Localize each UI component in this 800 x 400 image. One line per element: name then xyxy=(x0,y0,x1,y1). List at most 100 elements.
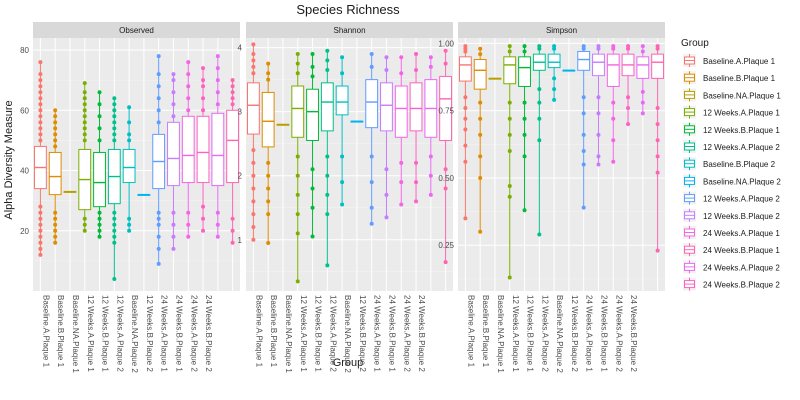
box-9 xyxy=(152,54,166,266)
box-13 xyxy=(636,44,650,116)
legend-item: 12 Weeks.A.Plaque 2 xyxy=(683,140,780,153)
x-tick-label: Baseline.A.Plaque 1 xyxy=(466,295,475,368)
box-body xyxy=(518,56,531,87)
facet-strip-label: Simpson xyxy=(546,26,577,35)
x-tick-label: Baseline.A.Plaque 1 xyxy=(41,295,50,368)
x-tick-label: Baseline.NA.Plaque 2 xyxy=(343,295,352,373)
legend-label: 24 Weeks.A.Plaque 1 xyxy=(703,229,780,238)
box-8 xyxy=(350,120,364,123)
panels-layer: Observed 20 40 60 80 Baseline.A.Plaque 1 Basel… xyxy=(20,22,665,373)
box-5 xyxy=(518,44,531,213)
legend-item: 12 Weeks.A.Plaque 2 xyxy=(683,191,780,205)
y-tick-label: 20 xyxy=(20,227,29,236)
x-tick-label: Baseline.B.Plaque 1 xyxy=(56,295,65,368)
x-tick-label: 24 Weeks.A.Plaque 2 xyxy=(402,295,411,372)
y-tick-label: 0.75 xyxy=(438,107,454,116)
legend-item: Baseline.NA.Plaque 2 xyxy=(683,174,781,188)
box-body xyxy=(439,75,453,141)
facet-strip-label: Shannon xyxy=(333,26,365,35)
x-tick-label: 24 Weeks.A.Plaque 2 xyxy=(614,295,623,372)
x-tick-label: Baseline.B.Plaque 1 xyxy=(269,295,278,368)
box-3 xyxy=(63,190,77,193)
facet-strip xyxy=(246,22,453,38)
y-tick-label: 3 xyxy=(238,108,243,117)
box-body xyxy=(577,50,591,71)
chart-title: Species Richness xyxy=(296,2,400,17)
x-tick-label: 24 Weeks.B.Plaque 2 xyxy=(629,295,638,372)
box-7 xyxy=(335,55,349,207)
y-axis-title: Alpha Diversity Measure xyxy=(3,100,15,219)
legend-label: 24 Weeks.B.Plaque 2 xyxy=(703,281,780,290)
box-body xyxy=(226,109,240,184)
x-tick-label: 24 Weeks.A.Plaque 1 xyxy=(160,295,169,372)
box-14 xyxy=(651,44,665,253)
box-1 xyxy=(246,42,260,242)
box-body xyxy=(409,82,423,132)
x-tick-label: 24 Weeks.B.Plaque 1 xyxy=(599,295,608,372)
legend-item: 12 Weeks.A.Plaque 1 xyxy=(683,105,780,119)
legend-item: 12 Weeks.B.Plaque 1 xyxy=(683,122,780,136)
legend-label: Baseline.A.Plaque 1 xyxy=(703,57,776,66)
legend-label: Baseline.NA.Plaque 2 xyxy=(703,177,781,186)
x-tick-label: 24 Weeks.A.Plaque 1 xyxy=(373,295,382,372)
box-9 xyxy=(365,52,379,226)
box-3 xyxy=(488,77,502,80)
legend-item: 24 Weeks.B.Plaque 1 xyxy=(683,243,780,257)
box-body xyxy=(606,53,620,87)
box-13 xyxy=(424,55,438,197)
panel-background xyxy=(246,38,453,291)
y-tick-label: 2 xyxy=(238,172,243,181)
legend-label: Baseline.B.Plaque 1 xyxy=(703,74,776,83)
x-tick-label: 12 Weeks.B.Plaque 1 xyxy=(526,295,535,372)
panel-background xyxy=(458,38,665,291)
x-tick-label: 12 Weeks.B.Plaque 2 xyxy=(358,295,367,372)
box-1 xyxy=(458,44,472,221)
legend-item: 24 Weeks.A.Plaque 1 xyxy=(683,226,780,239)
box-14 xyxy=(439,48,453,265)
box-6 xyxy=(320,48,334,268)
legend-label: 12 Weeks.B.Plaque 1 xyxy=(703,126,780,135)
box-1 xyxy=(33,60,47,257)
box-4 xyxy=(503,44,517,280)
y-tick-label: 1 xyxy=(238,236,243,245)
box-8 xyxy=(137,193,151,196)
box-body xyxy=(365,79,379,129)
x-tick-label: 24 Weeks.B.Plaque 1 xyxy=(387,295,396,372)
box-body xyxy=(636,56,650,79)
panel-simpson: Simpson 0.25 0.50 0.75 1.00 Baseline.A.Plaque… xyxy=(438,22,665,373)
x-tick-label: Baseline.NA.Plaque 2 xyxy=(130,295,139,373)
facet-strip xyxy=(33,22,240,38)
box-body xyxy=(181,115,195,184)
y-tick-label: 60 xyxy=(20,106,29,115)
legend: Baseline.A.Plaque 1 Baseline.B.Plaque 1 Ba… xyxy=(683,54,781,291)
box-4 xyxy=(78,81,92,233)
legend-label: 12 Weeks.A.Plaque 1 xyxy=(703,109,780,118)
x-tick-label: Baseline.NA.Plaque 1 xyxy=(284,295,293,373)
x-tick-label: Baseline.A.Plaque 1 xyxy=(254,295,263,368)
box-10 xyxy=(167,72,180,251)
box-body xyxy=(380,82,393,132)
panel-observed: Observed 20 40 60 80 Baseline.A.Plaque 1 Basel… xyxy=(20,22,240,373)
legend-item: Baseline.NA.Plaque 1 xyxy=(683,88,781,102)
box-5 xyxy=(93,90,106,239)
x-axis-title: Group xyxy=(333,357,364,369)
legend-item: Baseline.B.Plaque 2 xyxy=(683,157,776,171)
y-tick-label: 40 xyxy=(20,167,29,176)
x-tick-label: Baseline.NA.Plaque 1 xyxy=(496,295,505,373)
box-12 xyxy=(409,52,423,204)
box-7 xyxy=(122,105,136,233)
box-4 xyxy=(291,52,305,284)
y-tick-label: 1.00 xyxy=(438,39,454,48)
box-3 xyxy=(276,123,290,126)
legend-item: 24 Weeks.B.Plaque 2 xyxy=(683,277,780,291)
box-2 xyxy=(48,108,62,245)
y-tick-label: 0.50 xyxy=(438,174,454,183)
box-5 xyxy=(306,52,319,239)
legend-label: 12 Weeks.B.Plaque 2 xyxy=(703,212,780,221)
box-13 xyxy=(211,54,225,239)
legend-label: 24 Weeks.B.Plaque 1 xyxy=(703,246,780,255)
x-tick-label: 24 Weeks.B.Plaque 1 xyxy=(174,295,183,372)
box-body xyxy=(211,112,225,187)
box-6 xyxy=(107,96,121,281)
